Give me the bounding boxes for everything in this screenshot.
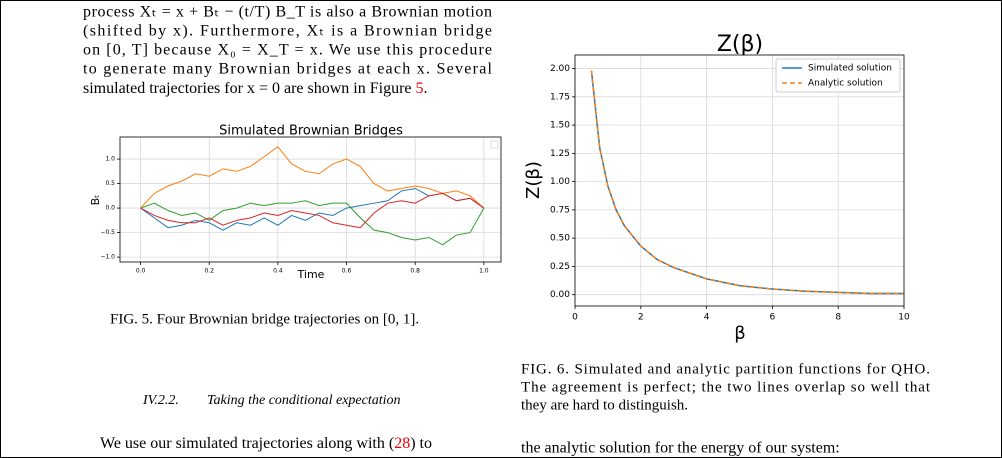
legend-label: Simulated solution — [808, 64, 892, 74]
line-series — [140, 200, 485, 246]
text-line: (shifted by x). Furthermore, Xₜ is a Bro… — [83, 23, 492, 40]
plot-area — [140, 146, 485, 246]
x-tick-label: 4 — [704, 313, 710, 323]
y-axis-label: Bₜ — [89, 195, 102, 206]
line-series — [140, 192, 485, 229]
y-tick-label: 0.50 — [550, 234, 570, 244]
y-tick-label: 0.75 — [550, 205, 570, 215]
text-line: process Xₜ = x + Bₜ − (t/T) B_T is also … — [83, 4, 492, 21]
x-tick-label: 2 — [638, 313, 644, 323]
text: simulated trajectories for x = 0 are sho… — [83, 80, 416, 97]
line-series — [140, 187, 485, 231]
line-series — [590, 70, 904, 295]
text-line: on [0, T] because X₀ = X_T = x. We use t… — [83, 42, 492, 59]
figure-caption: FIG. 6. Simulated and analytic partition… — [521, 361, 931, 413]
caption-line: The agreement is perfect; the two lines … — [521, 379, 931, 395]
y-tick-label: −1.0 — [100, 254, 115, 261]
y-tick-label: 1.50 — [550, 121, 570, 131]
x-tick-label: 0.6 — [342, 267, 352, 274]
y-tick-label: 1.0 — [105, 156, 115, 163]
y-tick-label: 1.75 — [550, 92, 570, 102]
text: . — [424, 80, 428, 97]
x-tick-label: 0.4 — [273, 267, 283, 274]
x-axis-label: Time — [297, 268, 325, 281]
y-tick-label: 0.00 — [550, 290, 570, 300]
legend-box — [775, 58, 901, 93]
figure-caption: FIG. 5. Four Brownian bridge trajectorie… — [110, 311, 419, 327]
x-tick-label: 0.8 — [410, 267, 420, 274]
x-axis-label: β — [734, 323, 746, 344]
y-tick-label: 1.25 — [550, 149, 570, 159]
x-tick-label: 10 — [898, 313, 910, 323]
legend-box — [490, 140, 499, 149]
caption-line: they are hard to distinguish. — [521, 397, 688, 413]
y-tick-label: 2.00 — [550, 64, 570, 74]
x-tick-label: 0.0 — [136, 267, 146, 274]
section-number: IV.2.2. — [142, 393, 179, 408]
x-tick-label: 6 — [770, 313, 776, 323]
left-paragraph: process Xₜ = x + Bₜ − (t/T) B_T is also … — [83, 4, 493, 97]
caption-line: FIG. 6. Simulated and analytic partition… — [521, 361, 930, 377]
y-tick-label: 0.5 — [105, 180, 115, 187]
figure-ref[interactable]: 5 — [416, 80, 424, 97]
y-tick-label: 1.00 — [550, 177, 570, 187]
text-line: We use our simulated trajectories along … — [100, 435, 432, 452]
y-tick-label: 0.25 — [550, 262, 570, 272]
line-series — [140, 146, 485, 209]
chart-title: Simulated Brownian Bridges — [219, 124, 403, 139]
x-tick-label: 0 — [572, 313, 578, 323]
x-tick-label: 1.0 — [479, 267, 489, 274]
chart: Z(β) β Z(β) 0 2 4 6 8 10 0.00 0.25 0.50 0.75 1.00 1… — [523, 32, 910, 344]
text-line: the analytic solution for the energy of … — [521, 440, 840, 457]
legend-label: Analytic solution — [808, 79, 883, 89]
x-tick-label: 8 — [835, 313, 841, 323]
y-tick-label: 0.0 — [105, 205, 115, 212]
y-tick-label: −0.5 — [100, 229, 115, 236]
axes-frame — [574, 54, 905, 307]
axes-frame — [119, 136, 502, 263]
equation-ref[interactable]: 28 — [394, 435, 410, 452]
x-tick-label: 0.2 — [204, 267, 214, 274]
section-title: Taking the conditional expectation — [207, 393, 401, 408]
plot-area — [590, 70, 904, 295]
chart: Simulated Brownian Bridges Time Bₜ 0.0 0.… — [89, 124, 502, 281]
text: ) to — [410, 435, 432, 452]
text: We use our simulated trajectories along … — [100, 435, 394, 452]
y-axis-label: Z(β) — [523, 161, 544, 199]
text-line: to generate many Brownian bridges at eac… — [83, 61, 493, 78]
text-line: simulated trajectories for x = 0 are sho… — [83, 80, 428, 97]
chart-title: Z(β) — [717, 32, 763, 57]
